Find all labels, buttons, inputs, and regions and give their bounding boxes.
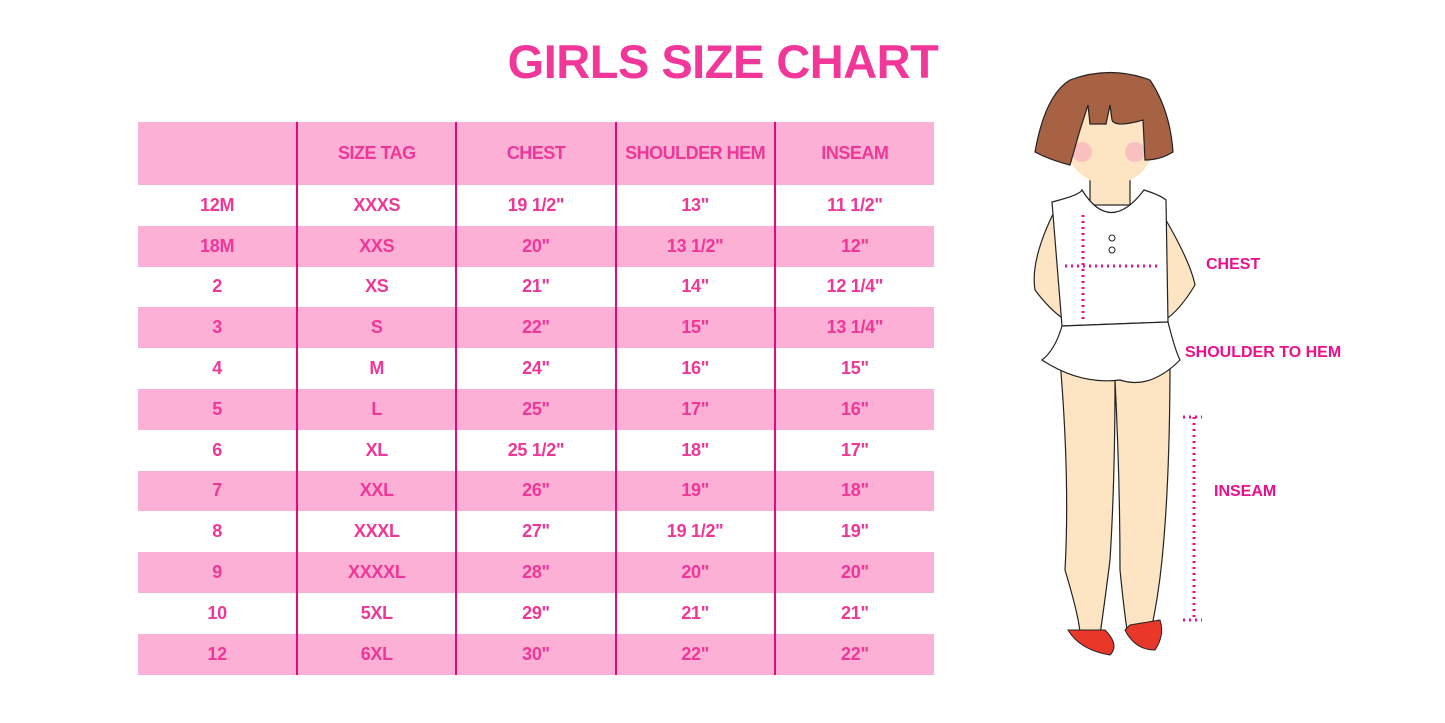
table-cell: 26" [455,470,616,512]
shoulder-to-hem-label: SHOULDER TO HEM [1185,344,1342,361]
table-cell: 22" [773,633,934,675]
table-cell: 22" [614,633,775,675]
column-header: CHEST [455,122,616,185]
table-cell: 21" [773,592,934,634]
table-cell: 20" [455,225,616,267]
table-cell: 6 [212,439,222,460]
table-cell: 21" [614,592,775,634]
table-cell: 14" [614,266,775,308]
table-cell: 7 [138,470,298,512]
table-cell: 5XL [296,592,457,634]
table-cell: 8 [212,521,222,542]
table-cell: 12 [138,633,298,675]
table-row: 2 XS 21" 14" 12 1/4" [138,266,934,308]
table-cell: 13 1/2" [614,225,775,267]
table-cell: 10 [207,602,227,623]
table-cell: 30" [455,633,616,675]
table-cell: 17" [614,388,775,430]
table-cell: 12 1/4" [773,266,934,308]
table-cell: 13 1/4" [773,307,934,349]
table-cell: 18" [773,470,934,512]
table-cell: 21" [455,266,616,308]
table-row: 3 S 22" 15" 13 1/4" [138,307,934,349]
table-cell: 11 1/2" [773,185,934,226]
table-cell: 15" [773,348,934,389]
table-cell: L [296,388,457,430]
table-cell: 29" [455,592,616,634]
girl-figure-icon [1033,71,1202,656]
table-cell: 5 [138,388,298,430]
page-title: GIRLS SIZE CHART [507,35,939,88]
table-cell: XS [296,266,457,308]
table-cell: 18" [614,429,775,471]
table-row: 8 XXXL 27" 19 1/2" 19" [138,511,934,553]
column-header: SHOULDER HEM [614,122,775,185]
table-cell: 16" [614,348,775,389]
table-cell: 6XL [296,633,457,675]
table-cell: 4 [212,358,222,379]
table-cell: 17" [773,429,934,471]
table-cell: 12M [200,194,235,215]
table-cell: 19 1/2" [455,185,616,226]
table-cell: 20" [773,552,934,593]
table-cell: XXXS [296,185,457,226]
table-cell: 9 [138,552,298,593]
table-row: 10 5XL 29" 21" 21" [138,592,934,634]
table-cell: 12" [773,225,934,267]
table-cell: S [296,307,457,349]
table-body: 12M XXXS 19 1/2" 13" 11 1/2" 18M XXS 20" 13 1/2"… [138,185,934,675]
table-cell: 15" [614,307,775,349]
table-row: 12 6XL 30" 22" 22" [138,633,934,675]
table-row: 6 XL 25 1/2" 18" 17" [138,429,934,471]
table-cell: 27" [455,511,616,553]
table-cell: 3 [138,307,298,349]
table-cell: 25 1/2" [455,429,616,471]
table-cell: 19" [773,511,934,553]
table-cell: 19" [614,470,775,512]
table-cell: XL [296,429,457,471]
table-cell: 19 1/2" [614,511,775,553]
table-cell: M [296,348,457,389]
table-cell: 28" [455,552,616,593]
table-row: 7 XXL 26" 19" 18" [138,470,934,512]
table-header-row: SIZE TAG CHEST SHOULDER HEM INSEAM [138,122,934,185]
inseam-label: INSEAM [1214,483,1277,500]
table-row: 5 L 25" 17" 16" [138,388,934,430]
table-cell: 20" [614,552,775,593]
table-cell: 25" [455,388,616,430]
girl-measurement-illustration: CHEST SHOULDER TO HEM INSEAM [1020,60,1380,665]
chest-label: CHEST [1206,256,1261,273]
table-row: 18M XXS 20" 13 1/2" 12" [138,225,934,267]
table-cell: XXL [296,470,457,512]
table-row: 9 XXXXL 28" 20" 20" [138,552,934,593]
table-cell: XXXXL [296,552,457,593]
table-row: 12M XXXS 19 1/2" 13" 11 1/2" [138,185,934,226]
column-header: SIZE TAG [296,122,457,185]
column-header: INSEAM [773,122,934,185]
table-row: 4 M 24" 16" 15" [138,348,934,389]
table-cell: 24" [455,348,616,389]
table-cell: 18M [138,225,298,267]
column-header [138,122,298,185]
table-cell: 2 [212,276,222,297]
size-table: SIZE TAG CHEST SHOULDER HEM INSEAM 12M XXXS 1… [138,122,934,675]
table-cell: 13" [614,185,775,226]
table-cell: XXXL [296,511,457,553]
table-cell: XXS [296,225,457,267]
table-cell: 22" [455,307,616,349]
table-cell: 16" [773,388,934,430]
